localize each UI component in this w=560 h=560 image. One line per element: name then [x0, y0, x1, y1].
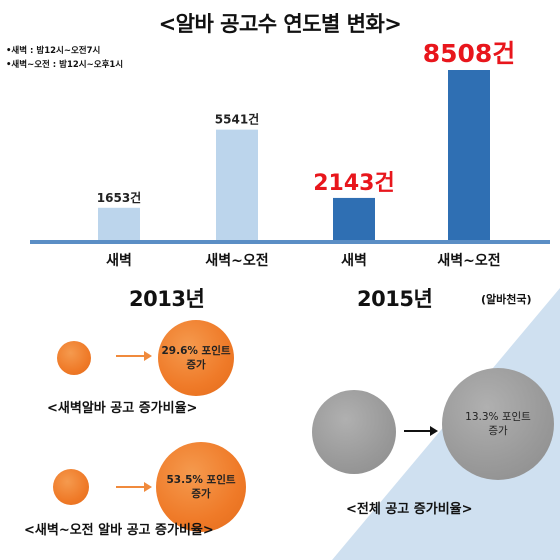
total-increase-caption: <전체 공고 증가비율>: [346, 502, 473, 517]
note-dawn: •새벽 : 밤12시~오전7시: [6, 46, 101, 56]
arrow-right-icon: [404, 426, 438, 436]
value-label-3: 8508건: [423, 39, 516, 68]
dawn-morning-increase-caption: <새벽~오전 알바 공고 증가비율>: [24, 523, 214, 538]
arrow-right-icon: [116, 351, 152, 361]
source-label: (알바천국): [481, 293, 532, 306]
dawn-increase-text: 29.6% 포인트 증가: [161, 345, 231, 371]
value-label-2: 2143건: [313, 171, 394, 196]
small-orange-circle: [57, 341, 91, 375]
group-label-2015: 2015년: [357, 287, 433, 311]
category-label-3: 새벽~오전: [437, 252, 500, 269]
category-label-0: 새벽: [106, 252, 132, 269]
category-label-2: 새벽: [341, 252, 367, 269]
small-grey-circle: [312, 390, 396, 474]
note-dawn-morning: •새벽~오전 : 밤12시~오후1시: [6, 60, 124, 70]
value-label-1: 5541건: [215, 112, 259, 127]
total-increase-text: 13.3% 포인트 증가: [465, 411, 531, 437]
dawn-increase-caption: <새벽알바 공고 증가비율>: [47, 401, 198, 416]
total-increase-circle: 13.3% 포인트 증가: [442, 368, 554, 480]
value-label-0: 1653건: [97, 190, 141, 205]
bar-1: [216, 129, 258, 241]
category-label-1: 새벽~오전: [205, 252, 268, 269]
page-title: <알바 공고수 연도별 변화>: [158, 12, 402, 36]
arrow-right-icon: [116, 482, 152, 492]
bar-2: [333, 197, 375, 241]
bar-0: [98, 207, 140, 241]
dawn-morning-increase-circle: 53.5% 포인트 증가: [156, 442, 246, 532]
dawn-morning-increase-text: 53.5% 포인트 증가: [166, 474, 236, 500]
bar-3: [448, 70, 490, 241]
group-label-2013: 2013년: [129, 287, 205, 311]
dawn-increase-circle: 29.6% 포인트 증가: [158, 320, 234, 396]
small-orange-circle-2: [53, 469, 89, 505]
